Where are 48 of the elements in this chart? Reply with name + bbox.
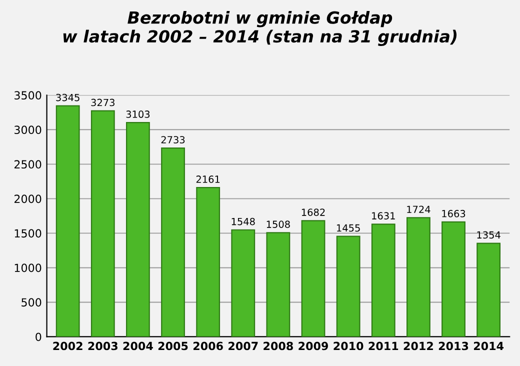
y-tick-label: 0 [36, 332, 42, 342]
data-label: 3345 [56, 94, 80, 102]
data-label: 2733 [161, 136, 185, 144]
data-label: 1682 [302, 208, 325, 216]
bar [266, 232, 290, 337]
x-tick-label: 2007 [228, 342, 258, 350]
x-tick-label: 2012 [404, 342, 433, 350]
data-label: 1724 [407, 206, 430, 213]
x-tick-label: 2014 [474, 342, 504, 350]
x-tick-label: 2004 [123, 342, 153, 350]
x-tick-label: 2011 [368, 342, 398, 350]
data-label: 1455 [337, 224, 360, 232]
bar [196, 187, 220, 337]
bar [336, 236, 360, 337]
x-tick-label: 2003 [88, 342, 118, 350]
bar [56, 105, 80, 337]
data-label: 2161 [196, 176, 220, 183]
y-tick-label: 2500 [14, 160, 42, 169]
x-tick-label: 2008 [264, 342, 293, 350]
bar [90, 110, 115, 337]
y-tick-label: 1500 [14, 229, 42, 238]
y-tick-label: 3000 [14, 126, 42, 134]
y-tick-label: 1000 [14, 264, 42, 272]
bar [371, 224, 396, 337]
data-label: 1508 [266, 220, 290, 228]
bar [126, 122, 150, 337]
data-label: 1631 [372, 212, 395, 220]
data-label: 3273 [91, 98, 114, 106]
data-label: 3103 [126, 110, 150, 118]
bar [442, 221, 466, 337]
y-tick-label: 500 [22, 298, 42, 307]
bar [406, 217, 430, 337]
bar [231, 229, 256, 337]
y-tick-label: 2000 [14, 194, 42, 204]
x-tick-label: 2009 [298, 342, 328, 350]
data-label: 1354 [477, 231, 500, 239]
bar [161, 148, 185, 337]
chart-title: Bezrobotni w gminie Gołdap w latach 2002 – 2014 (stan na 31 grudnia) [63, 10, 457, 46]
data-label: 1663 [442, 210, 466, 218]
x-tick-label: 2005 [158, 342, 188, 350]
bar [476, 242, 501, 337]
y-tick-label: 3500 [14, 91, 42, 100]
x-tick-label: 2002 [53, 342, 82, 350]
x-tick-label: 2013 [438, 342, 468, 350]
data-label: 1548 [232, 218, 255, 226]
x-tick-label: 2006 [193, 342, 223, 350]
bar [301, 220, 326, 337]
x-tick-label: 2010 [334, 342, 364, 350]
